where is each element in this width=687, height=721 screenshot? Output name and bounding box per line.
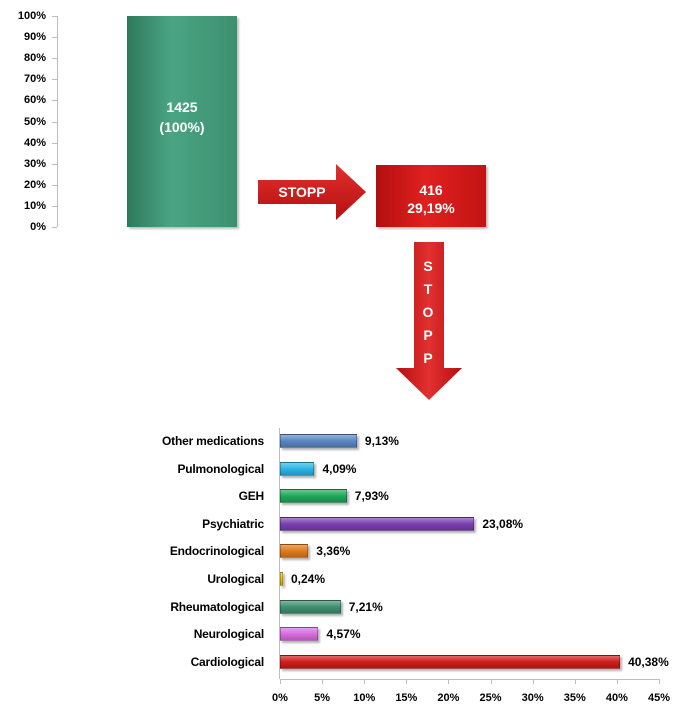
x-tick-label: 30% bbox=[521, 692, 544, 704]
category-bar bbox=[280, 599, 341, 614]
y-tick-label: 20% bbox=[23, 178, 46, 191]
x-tick-mark bbox=[280, 679, 281, 684]
vertical-arrow-letter: P bbox=[423, 350, 433, 366]
y-tick-mark bbox=[52, 16, 57, 17]
category-bar bbox=[280, 627, 319, 642]
y-tick-mark bbox=[52, 227, 57, 228]
stopp-arrow-label: STOPP bbox=[278, 184, 326, 200]
category-label: Neurological bbox=[193, 627, 264, 642]
y-tick-mark bbox=[52, 142, 57, 144]
category-value-label: 9,13% bbox=[364, 434, 399, 448]
category-value-label: 40,38% bbox=[628, 654, 669, 669]
category-value-label: 7,93% bbox=[354, 489, 389, 504]
y-tick-label: 80% bbox=[23, 52, 46, 65]
category-label: Pulmonological bbox=[177, 461, 264, 476]
total-count: 1425 bbox=[166, 99, 198, 115]
category-bar bbox=[280, 516, 475, 531]
category-label: Endocrinological bbox=[169, 544, 264, 559]
x-tick-label: 40% bbox=[605, 692, 628, 704]
y-tick-label: 30% bbox=[23, 157, 46, 170]
stopp-count: 416 bbox=[419, 182, 443, 198]
y-tick-label: 90% bbox=[23, 31, 46, 44]
x-tick-mark bbox=[322, 679, 324, 684]
category-bar bbox=[280, 434, 357, 448]
category-label: Urological bbox=[207, 572, 264, 586]
y-tick-mark bbox=[52, 79, 57, 81]
x-tick-label: 5% bbox=[314, 692, 331, 704]
category-label: Cardiological bbox=[190, 654, 265, 669]
x-tick-label: 35% bbox=[563, 692, 586, 704]
x-tick-label: 0% bbox=[272, 692, 288, 704]
vertical-arrow-letter: O bbox=[422, 304, 434, 320]
y-tick-label: 0% bbox=[30, 221, 46, 233]
x-tick-mark bbox=[406, 679, 408, 684]
y-tick-label: 50% bbox=[23, 115, 46, 128]
category-bar bbox=[280, 544, 309, 559]
x-tick-mark bbox=[448, 679, 450, 684]
y-tick-mark bbox=[52, 205, 57, 207]
y-tick-mark bbox=[52, 184, 57, 186]
stopp-bar bbox=[376, 165, 486, 227]
x-tick-label: 25% bbox=[479, 692, 502, 704]
total-bar bbox=[127, 16, 237, 227]
total-percent: (100%) bbox=[159, 119, 205, 135]
y-tick-mark bbox=[52, 58, 57, 60]
stopp-arrow-right-icon bbox=[258, 164, 366, 220]
y-tick-mark bbox=[52, 121, 57, 123]
stopp-bar-label: 416 29,19% bbox=[376, 181, 486, 217]
category-bar bbox=[280, 461, 315, 476]
category-value-label: 4,09% bbox=[322, 461, 357, 476]
x-tick-label: 20% bbox=[437, 692, 460, 704]
y-tick-label: 60% bbox=[23, 94, 46, 107]
y-tick-label: 10% bbox=[23, 199, 46, 212]
y-tick-mark bbox=[52, 163, 57, 165]
category-value-label: 3,36% bbox=[316, 544, 351, 559]
vertical-arrow-letter: P bbox=[423, 327, 433, 343]
x-tick-mark bbox=[364, 679, 366, 684]
category-bar bbox=[280, 489, 347, 504]
vertical-arrow-letter: S bbox=[423, 258, 433, 274]
category-label: Psychiatric bbox=[202, 516, 264, 531]
x-tick-mark bbox=[532, 679, 534, 684]
x-tick-mark bbox=[490, 679, 492, 684]
stopp-arrow-down-icon bbox=[396, 242, 462, 400]
y-tick-label: 70% bbox=[23, 73, 46, 86]
x-tick-label: 15% bbox=[395, 692, 418, 704]
vertical-arrow-letter: T bbox=[423, 281, 433, 297]
total-bar-label: 1425 (100%) bbox=[127, 97, 237, 137]
y-axis-line bbox=[57, 16, 58, 227]
category-axis-line bbox=[279, 428, 280, 679]
y-tick-mark bbox=[52, 37, 57, 39]
y-tick-label: 40% bbox=[23, 136, 46, 149]
category-label: GEH bbox=[238, 489, 265, 504]
stopp-percent: 29,19% bbox=[407, 200, 455, 216]
x-tick-mark bbox=[574, 679, 576, 684]
category-value-label: 0,24% bbox=[291, 572, 326, 586]
category-label: Rheumatological bbox=[170, 599, 264, 614]
category-label: Other medications bbox=[162, 434, 264, 448]
x-tick-mark bbox=[616, 679, 618, 684]
x-tick-label: 45% bbox=[647, 692, 671, 704]
y-tick-label: 100% bbox=[17, 10, 46, 22]
x-tick-label: 10% bbox=[353, 692, 376, 704]
category-value-label: 23,08% bbox=[482, 516, 524, 531]
x-axis-line bbox=[280, 679, 659, 680]
category-value-label: 7,21% bbox=[348, 599, 383, 614]
x-tick-mark bbox=[659, 679, 660, 684]
category-value-label: 4,57% bbox=[326, 627, 361, 642]
category-bar bbox=[280, 572, 283, 586]
category-bar bbox=[280, 654, 621, 669]
y-tick-mark bbox=[52, 100, 57, 102]
